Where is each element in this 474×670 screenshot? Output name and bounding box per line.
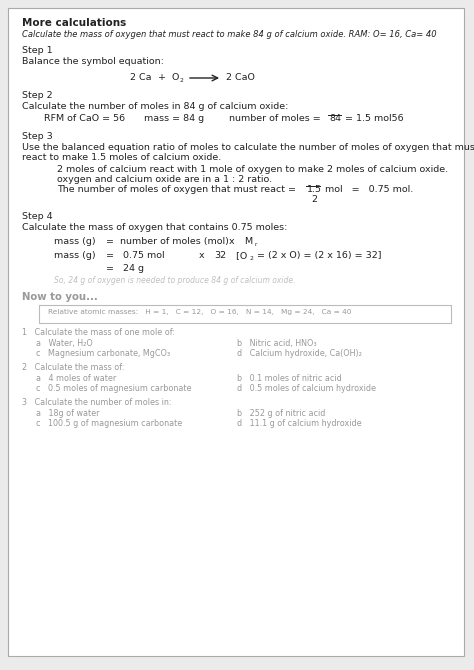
Text: a   4 moles of water: a 4 moles of water <box>36 374 116 383</box>
Text: = 1.5 mol56: = 1.5 mol56 <box>342 114 404 123</box>
Text: Use the balanced equation ratio of moles to calculate the number of moles of oxy: Use the balanced equation ratio of moles… <box>22 143 474 152</box>
Text: RFM of CaO = 56: RFM of CaO = 56 <box>44 114 125 123</box>
Text: Calculate the number of moles in 84 g of calcium oxide:: Calculate the number of moles in 84 g of… <box>22 102 288 111</box>
Text: b   Nitric acid, HNO₃: b Nitric acid, HNO₃ <box>237 339 317 348</box>
Text: 2: 2 <box>311 195 317 204</box>
Text: = (2 x O) = (2 x 16) = 32]: = (2 x O) = (2 x 16) = 32] <box>254 251 382 260</box>
Text: =   24 g: = 24 g <box>106 264 144 273</box>
Text: 2 CaO: 2 CaO <box>226 73 255 82</box>
Text: Calculate the mass of oxygen that contains 0.75 moles:: Calculate the mass of oxygen that contai… <box>22 223 287 232</box>
Text: Step 3: Step 3 <box>22 132 53 141</box>
Text: x: x <box>229 237 235 246</box>
Text: Step 2: Step 2 <box>22 91 53 100</box>
Text: =  number of moles (mol): = number of moles (mol) <box>106 237 229 246</box>
Text: r: r <box>255 242 257 247</box>
Text: c   0.5 moles of magnesium carbonate: c 0.5 moles of magnesium carbonate <box>36 384 191 393</box>
Text: oxygen and calcium oxide are in a 1 : 2 ratio.: oxygen and calcium oxide are in a 1 : 2 … <box>57 175 272 184</box>
Text: d   0.5 moles of calcium hydroxide: d 0.5 moles of calcium hydroxide <box>237 384 376 393</box>
Text: Balance the symbol equation:: Balance the symbol equation: <box>22 57 164 66</box>
Text: Relative atomic masses:   H = 1,   C = 12,   O = 16,   N = 14,   Mg = 24,   Ca =: Relative atomic masses: H = 1, C = 12, O… <box>48 309 352 315</box>
Text: 2: 2 <box>250 256 254 261</box>
Text: mass (g): mass (g) <box>54 237 96 246</box>
Text: react to make 1.5 moles of calcium oxide.: react to make 1.5 moles of calcium oxide… <box>22 153 221 162</box>
Text: a   Water, H₂O: a Water, H₂O <box>36 339 93 348</box>
Text: b   252 g of nitric acid: b 252 g of nitric acid <box>237 409 325 418</box>
Text: b   0.1 moles of nitric acid: b 0.1 moles of nitric acid <box>237 374 342 383</box>
Text: =   0.75 mol: = 0.75 mol <box>106 251 164 260</box>
Text: Step 1: Step 1 <box>22 46 53 55</box>
Text: More calculations: More calculations <box>22 18 126 28</box>
Text: d   Calcium hydroxide, Ca(OH)₂: d Calcium hydroxide, Ca(OH)₂ <box>237 349 362 358</box>
Text: x: x <box>199 251 205 260</box>
Text: mass = 84 g: mass = 84 g <box>144 114 204 123</box>
Text: d   11.1 g of calcium hydroxide: d 11.1 g of calcium hydroxide <box>237 419 362 428</box>
Text: Now to you...: Now to you... <box>22 292 98 302</box>
Text: O: O <box>172 73 179 82</box>
Text: c   Magnesium carbonate, MgCO₃: c Magnesium carbonate, MgCO₃ <box>36 349 170 358</box>
Text: mol   =   0.75 mol.: mol = 0.75 mol. <box>322 185 413 194</box>
Text: 32: 32 <box>214 251 226 260</box>
Text: Calculate the mass of oxygen that must react to make 84 g of calcium oxide. RAM:: Calculate the mass of oxygen that must r… <box>22 30 437 39</box>
Text: 2 Ca: 2 Ca <box>130 73 152 82</box>
Text: 1   Calculate the mass of one mole of:: 1 Calculate the mass of one mole of: <box>22 328 175 337</box>
Text: 1.5: 1.5 <box>307 185 322 194</box>
Text: 2: 2 <box>180 78 184 83</box>
Text: So, 24 g of oxygen is needed to produce 84 g of calcium oxide.: So, 24 g of oxygen is needed to produce … <box>54 276 295 285</box>
Text: M: M <box>244 237 252 246</box>
Text: 84: 84 <box>329 114 341 123</box>
Text: +: + <box>158 73 166 82</box>
FancyBboxPatch shape <box>8 8 464 656</box>
Text: [O: [O <box>230 251 247 260</box>
Text: The number of moles of oxygen that must react =: The number of moles of oxygen that must … <box>57 185 299 194</box>
Text: a   18g of water: a 18g of water <box>36 409 100 418</box>
Text: 3   Calculate the number of moles in:: 3 Calculate the number of moles in: <box>22 398 172 407</box>
Text: Step 4: Step 4 <box>22 212 53 221</box>
Text: 2   Calculate the mass of:: 2 Calculate the mass of: <box>22 363 125 372</box>
Text: c   100.5 g of magnesium carbonate: c 100.5 g of magnesium carbonate <box>36 419 182 428</box>
Text: mass (g): mass (g) <box>54 251 96 260</box>
Text: number of moles =: number of moles = <box>229 114 324 123</box>
FancyBboxPatch shape <box>39 305 451 323</box>
Text: 2 moles of calcium react with 1 mole of oxygen to make 2 moles of calcium oxide.: 2 moles of calcium react with 1 mole of … <box>57 165 448 174</box>
